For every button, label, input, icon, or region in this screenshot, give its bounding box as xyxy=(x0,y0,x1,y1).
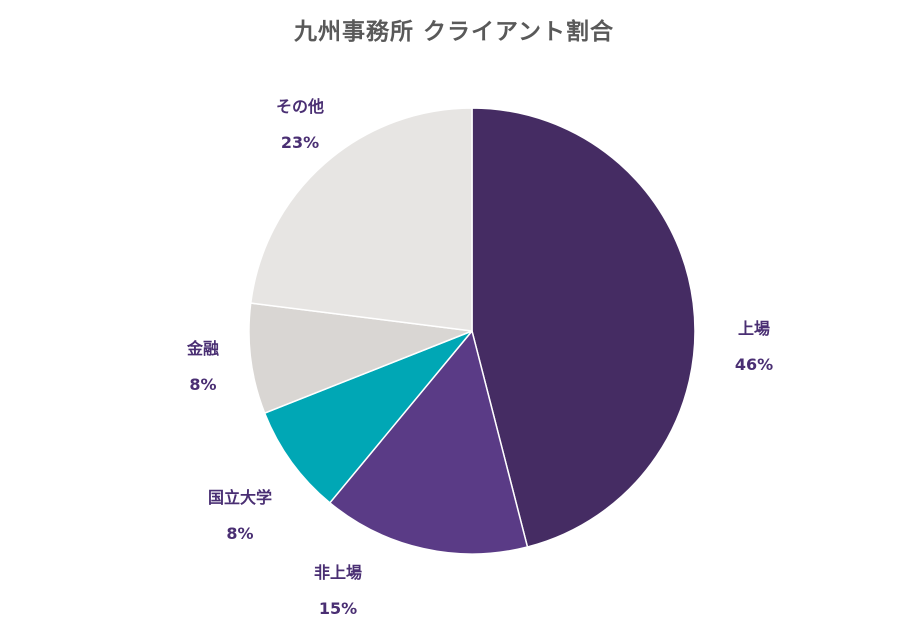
pie-slice-2 xyxy=(328,329,529,555)
slice-label-name: 国立大学 xyxy=(208,488,272,507)
pie-slice-4 xyxy=(248,302,473,415)
slice-label-value: 15% xyxy=(319,599,357,618)
pie-slice-1 xyxy=(471,107,696,548)
slice-label-value: 8% xyxy=(189,375,216,394)
slice-label-value: 23% xyxy=(281,133,319,152)
slice-label-value: 46% xyxy=(735,355,773,374)
slice-label-name: 非上場 xyxy=(314,563,362,582)
pie-slice-5 xyxy=(249,107,473,332)
slice-label-name: 金融 xyxy=(186,339,219,358)
pie-slices xyxy=(248,107,696,555)
pie-slice-3 xyxy=(263,330,473,504)
slice-label-value: 8% xyxy=(226,524,253,543)
slice-label-name: その他 xyxy=(276,97,324,116)
slice-label-name: 上場 xyxy=(738,319,770,338)
pie-labels: 上場 46% 非上場 15% 国立大学 8% 金融 8% その他 23% xyxy=(186,97,773,618)
chart-title: 九州事務所 クライアント割合 xyxy=(293,19,615,45)
